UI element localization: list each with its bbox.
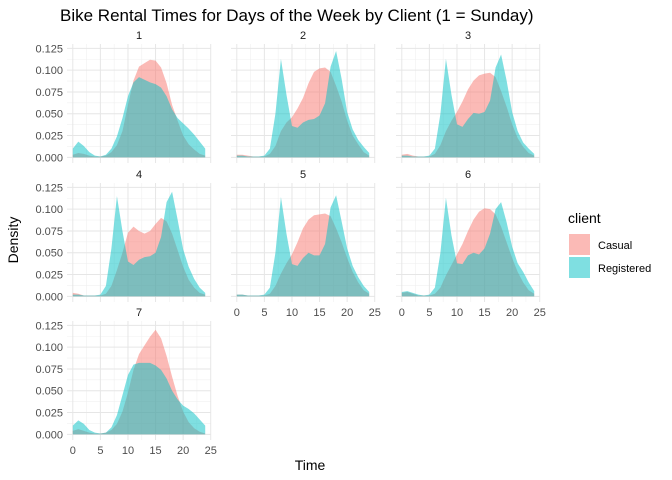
x-tick-label: 5 [426, 307, 432, 319]
facet-label-5: 5 [300, 169, 306, 181]
density-area-registered-day-1 [72, 77, 206, 158]
x-tick-label: 25 [205, 445, 217, 457]
legend-swatch-registered [569, 257, 590, 278]
legend-swatch-casual [569, 234, 590, 255]
x-tick-label: 15 [149, 445, 161, 457]
facet-label-6: 6 [465, 169, 471, 181]
facet-label-4: 4 [136, 169, 142, 181]
y-tick-label: 0.025 [35, 131, 63, 143]
chart-title: Bike Rental Times for Days of the Week b… [60, 6, 534, 25]
x-tick-label: 15 [313, 307, 325, 319]
facet-label-3: 3 [465, 30, 471, 42]
facet-label-7: 7 [136, 307, 142, 319]
y-tick-label: 0.125 [35, 43, 63, 55]
x-tick-label: 20 [506, 307, 518, 319]
x-tick-label: 0 [234, 307, 240, 319]
density-area-registered-day-4 [72, 191, 206, 297]
y-tick-label: 0.050 [35, 109, 63, 121]
y-tick-label: 0.025 [35, 270, 63, 282]
y-tick-label: 0.050 [35, 248, 63, 260]
y-tick-label: 0.000 [35, 291, 63, 303]
y-tick-label: 0.075 [35, 226, 63, 238]
density-area-registered-day-2 [236, 50, 370, 158]
x-tick-label: 0 [399, 307, 405, 319]
y-tick-label: 0.000 [35, 429, 63, 441]
density-area-registered-day-3 [401, 54, 535, 158]
y-tick-label: 0.025 [35, 408, 63, 420]
x-tick-label: 5 [97, 445, 103, 457]
x-tick-label: 25 [534, 307, 546, 319]
legend-label-registered: Registered [598, 263, 651, 275]
x-tick-label: 10 [286, 307, 298, 319]
x-tick-label: 0 [70, 445, 76, 457]
y-tick-label: 0.050 [35, 386, 63, 398]
y-tick-label: 0.100 [35, 204, 63, 216]
x-tick-label: 15 [478, 307, 490, 319]
facet-label-1: 1 [136, 30, 142, 42]
y-tick-label: 0.075 [35, 364, 63, 376]
x-tick-label: 5 [261, 307, 267, 319]
x-axis-title: Time [295, 457, 326, 473]
y-tick-label: 0.000 [35, 152, 63, 164]
x-tick-label: 10 [451, 307, 463, 319]
y-tick-label: 0.100 [35, 342, 63, 354]
y-tick-label: 0.100 [35, 65, 63, 77]
y-tick-label: 0.125 [35, 182, 63, 194]
density-area-registered-day-5 [236, 195, 370, 297]
y-tick-label: 0.125 [35, 320, 63, 332]
density-area-registered-day-7 [72, 362, 206, 435]
y-axis-title: Density [5, 217, 21, 264]
legend-label-casual: Casual [598, 240, 632, 252]
x-tick-label: 25 [369, 307, 381, 319]
x-tick-label: 10 [122, 445, 134, 457]
legend-title: client [568, 210, 601, 226]
x-tick-label: 20 [177, 445, 189, 457]
x-tick-label: 20 [341, 307, 353, 319]
y-tick-label: 0.075 [35, 87, 63, 99]
density-area-registered-day-6 [401, 197, 535, 297]
facet-label-2: 2 [300, 30, 306, 42]
